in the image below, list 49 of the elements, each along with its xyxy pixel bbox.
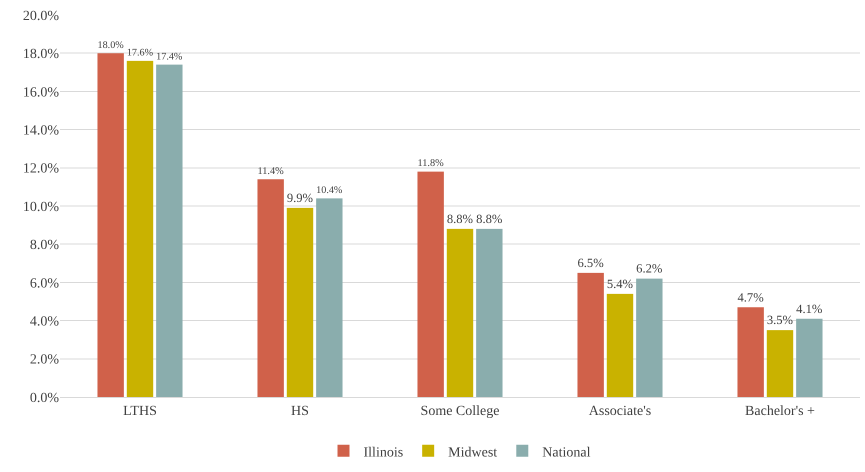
data-label: 3.5%	[766, 313, 794, 328]
bar	[636, 278, 663, 397]
data-label: 18.0%	[97, 40, 124, 51]
y-tick-label: 0.0%	[30, 390, 60, 406]
bar	[577, 272, 604, 397]
bar	[446, 228, 474, 397]
y-tick-label: 20.0%	[22, 8, 60, 24]
x-tick-label: HS	[291, 404, 309, 419]
data-label: 8.8%	[446, 212, 474, 226]
x-tick-label: Some College	[420, 404, 500, 419]
bar	[126, 60, 154, 397]
data-label: 8.8%	[476, 212, 503, 226]
bar	[156, 64, 183, 397]
data-label: 4.7%	[737, 290, 764, 304]
y-tick-label: 2.0%	[30, 352, 60, 368]
data-label: 6.5%	[577, 256, 604, 270]
data-label: 10.4%	[316, 185, 343, 196]
bar	[257, 179, 284, 397]
bar	[476, 228, 503, 397]
y-tick-label: 14.0%	[22, 124, 60, 138]
legend-label: National	[542, 445, 591, 460]
bar	[737, 307, 764, 397]
y-tick-label: 4.0%	[30, 314, 60, 330]
y-tick-label: 6.0%	[30, 276, 60, 292]
x-tick-label: Associate's	[588, 404, 652, 419]
bar	[606, 294, 634, 397]
bar	[286, 208, 314, 397]
y-tick-label: 12.0%	[22, 162, 60, 177]
bar	[417, 172, 444, 397]
x-tick-label: LTHS	[123, 404, 157, 419]
bar	[316, 198, 343, 397]
data-label: 9.9%	[286, 191, 314, 206]
y-tick-label: 18.0%	[22, 47, 60, 62]
bar	[766, 330, 794, 397]
data-label: 4.1%	[796, 302, 823, 316]
data-label: 11.4%	[258, 166, 284, 177]
x-tick-label: Bachelor's +	[745, 404, 816, 419]
legend-label: Midwest	[448, 445, 498, 460]
data-label: 11.8%	[418, 158, 444, 170]
data-label: 17.6%	[126, 47, 154, 58]
bar	[97, 53, 124, 397]
legend-label: Illinois	[364, 445, 404, 460]
data-label: 5.4%	[606, 276, 634, 291]
data-label: 6.2%	[636, 262, 663, 276]
y-tick-label: 10.0%	[22, 200, 60, 215]
data-label: 17.4%	[156, 51, 183, 62]
bar	[796, 318, 823, 397]
y-tick-label: 16.0%	[22, 85, 60, 100]
y-tick-label: 8.0%	[30, 238, 60, 254]
